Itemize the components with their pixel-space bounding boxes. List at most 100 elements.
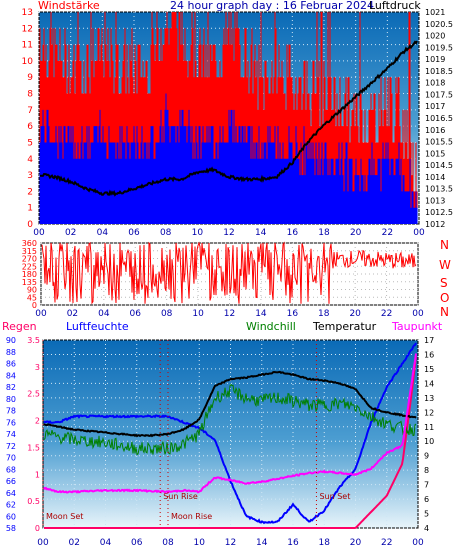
climate-x-tick-label: 12 — [225, 538, 236, 548]
direction-x-tick-label: 00 — [35, 309, 47, 319]
wind-x-tick-label: 02 — [65, 228, 76, 238]
wind-tick-label: 12 — [22, 24, 33, 34]
pressure-tick-label: 1018.5 — [425, 67, 453, 76]
legend-luftfeuchte: Luftfeuchte — [66, 320, 129, 333]
rain-tick-label: 2.5 — [27, 390, 40, 399]
humidity-tick-label: 62 — [6, 501, 16, 510]
rain-tick-label: 1.5 — [27, 443, 40, 452]
astro-label: Moon Rise — [171, 512, 212, 521]
pressure-tick-label: 1016 — [425, 126, 445, 135]
humidity-y-ticks: 58 60 62 64 66 68 70 72 74 76 78 80 82 84 86 88 90 — [6, 336, 16, 533]
pressure-tick-label: 1021 — [425, 8, 445, 17]
wind-x-tick-label: 00 — [413, 228, 425, 238]
rain-tick-label: 3.5 — [27, 336, 40, 345]
astro-label: Sun Set — [319, 492, 350, 501]
legend-temperatur: Temperatur — [312, 320, 377, 333]
rain-tick-label: 1 — [35, 470, 40, 479]
direction-x-tick-label: 00 — [412, 309, 424, 319]
rain-tick-label: 0 — [35, 524, 40, 533]
compass-s: S — [440, 276, 448, 290]
pressure-tick-label: 1014.5 — [425, 161, 453, 170]
humidity-tick-label: 66 — [6, 477, 16, 486]
temperature-tick-label: 9 — [424, 452, 429, 461]
direction-x-tick-label: 04 — [98, 309, 110, 319]
direction-x-tick-label: 16 — [287, 309, 299, 319]
direction-x-tick-label: 12 — [224, 309, 235, 319]
humidity-tick-label: 60 — [6, 512, 16, 521]
climate-x-tick-label: 22 — [381, 538, 392, 548]
astro-label: Sun Rise — [163, 492, 198, 501]
humidity-tick-label: 72 — [6, 442, 16, 451]
pressure-tick-label: 1019 — [425, 55, 445, 64]
wind-x-tick-label: 20 — [350, 228, 362, 238]
rain-tick-label: 3 — [35, 363, 40, 372]
legend-windchill: Windchill — [246, 320, 296, 333]
direction-tick-label: 45 — [27, 293, 37, 302]
wind-x-tick-label: 06 — [128, 228, 140, 238]
pressure-tick-label: 1016.5 — [425, 114, 453, 123]
pressure-tick-label: 1012.5 — [425, 208, 453, 217]
compass-labels: N W S O N — [439, 238, 451, 319]
temperature-tick-label: 8 — [424, 466, 429, 475]
climate-x-tick-label: 00 — [37, 538, 49, 548]
temperature-tick-label: 15 — [424, 365, 434, 374]
temperature-tick-label: 4 — [424, 524, 429, 533]
pressure-line — [40, 40, 418, 197]
climate-x-tick-label: 16 — [287, 538, 299, 548]
rain-y-ticks: 0 0.5 1 1.5 2 2.5 3 3.5 — [27, 336, 40, 533]
climate-x-ticks: 00 02 04 06 08 10 12 14 16 18 20 22 00 — [37, 538, 424, 548]
direction-x-tick-label: 02 — [67, 309, 78, 319]
temperature-tick-label: 7 — [424, 481, 429, 490]
temperature-tick-label: 11 — [424, 423, 434, 432]
windchill-line — [43, 383, 417, 456]
direction-x-tick-label: 06 — [130, 309, 142, 319]
wind-x-tick-label: 12 — [223, 228, 234, 238]
climate-x-tick-label: 04 — [100, 538, 112, 548]
wind-direction-series — [41, 241, 417, 305]
wind-x-tick-label: 10 — [192, 228, 204, 238]
direction-x-tick-label: 14 — [255, 309, 267, 319]
climate-x-tick-label: 20 — [350, 538, 362, 548]
humidity-tick-label: 78 — [6, 407, 16, 416]
compass-n-bottom: N — [440, 305, 449, 319]
astro-label: Moon Set — [46, 512, 83, 521]
wind-x-tick-label: 00 — [33, 228, 45, 238]
climate-x-tick-label: 02 — [69, 538, 80, 548]
humidity-tick-label: 90 — [6, 336, 16, 345]
pressure-tick-label: 1014 — [425, 173, 445, 182]
pressure-y-ticks: 1012 1012.5 1013 1013.5 1014 1014.5 1015 1015.5… — [425, 8, 453, 229]
pressure-tick-label: 1020.5 — [425, 20, 453, 29]
direction-x-tick-label: 20 — [349, 309, 361, 319]
pressure-tick-label: 1013 — [425, 196, 445, 205]
humidity-tick-label: 80 — [6, 395, 16, 404]
rain-tick-label: 0.5 — [27, 497, 40, 506]
temperature-tick-label: 6 — [424, 495, 429, 504]
wind-x-tick-label: 08 — [160, 228, 172, 238]
pressure-tick-label: 1020 — [425, 32, 445, 41]
direction-x-tick-label: 10 — [192, 309, 204, 319]
direction-tick-label: 0 — [32, 301, 37, 310]
temperature-tick-label: 10 — [424, 437, 434, 446]
wind-tick-label: 5 — [27, 138, 33, 148]
climate-series — [43, 342, 417, 529]
wind-tick-label: 8 — [27, 90, 33, 100]
wind-tick-label: 0 — [27, 220, 33, 230]
wind-x-tick-label: 04 — [97, 228, 109, 238]
pressure-tick-label: 1013.5 — [425, 185, 453, 194]
wind-tick-label: 7 — [27, 106, 33, 116]
direction-x-tick-label: 08 — [161, 309, 173, 319]
wind-tick-label: 2 — [27, 187, 33, 197]
climate-x-tick-label: 10 — [194, 538, 206, 548]
direction-tick-label: 270 — [22, 255, 37, 264]
humidity-tick-label: 64 — [6, 489, 16, 498]
legend-regen: Regen — [2, 320, 37, 333]
wind-tick-label: 10 — [22, 57, 34, 67]
pressure-tick-label: 1015.5 — [425, 138, 453, 147]
astro-annotations: Moon Set Sun Rise Moon Rise Sun Set — [42, 340, 350, 528]
humidity-tick-label: 82 — [6, 383, 16, 392]
humidity-tick-label: 68 — [6, 465, 16, 474]
rain-tick-label: 2 — [35, 417, 40, 426]
chart-title: 24 hour graph day : 16 Februar 2024 — [170, 0, 374, 12]
rain-line — [44, 356, 417, 529]
